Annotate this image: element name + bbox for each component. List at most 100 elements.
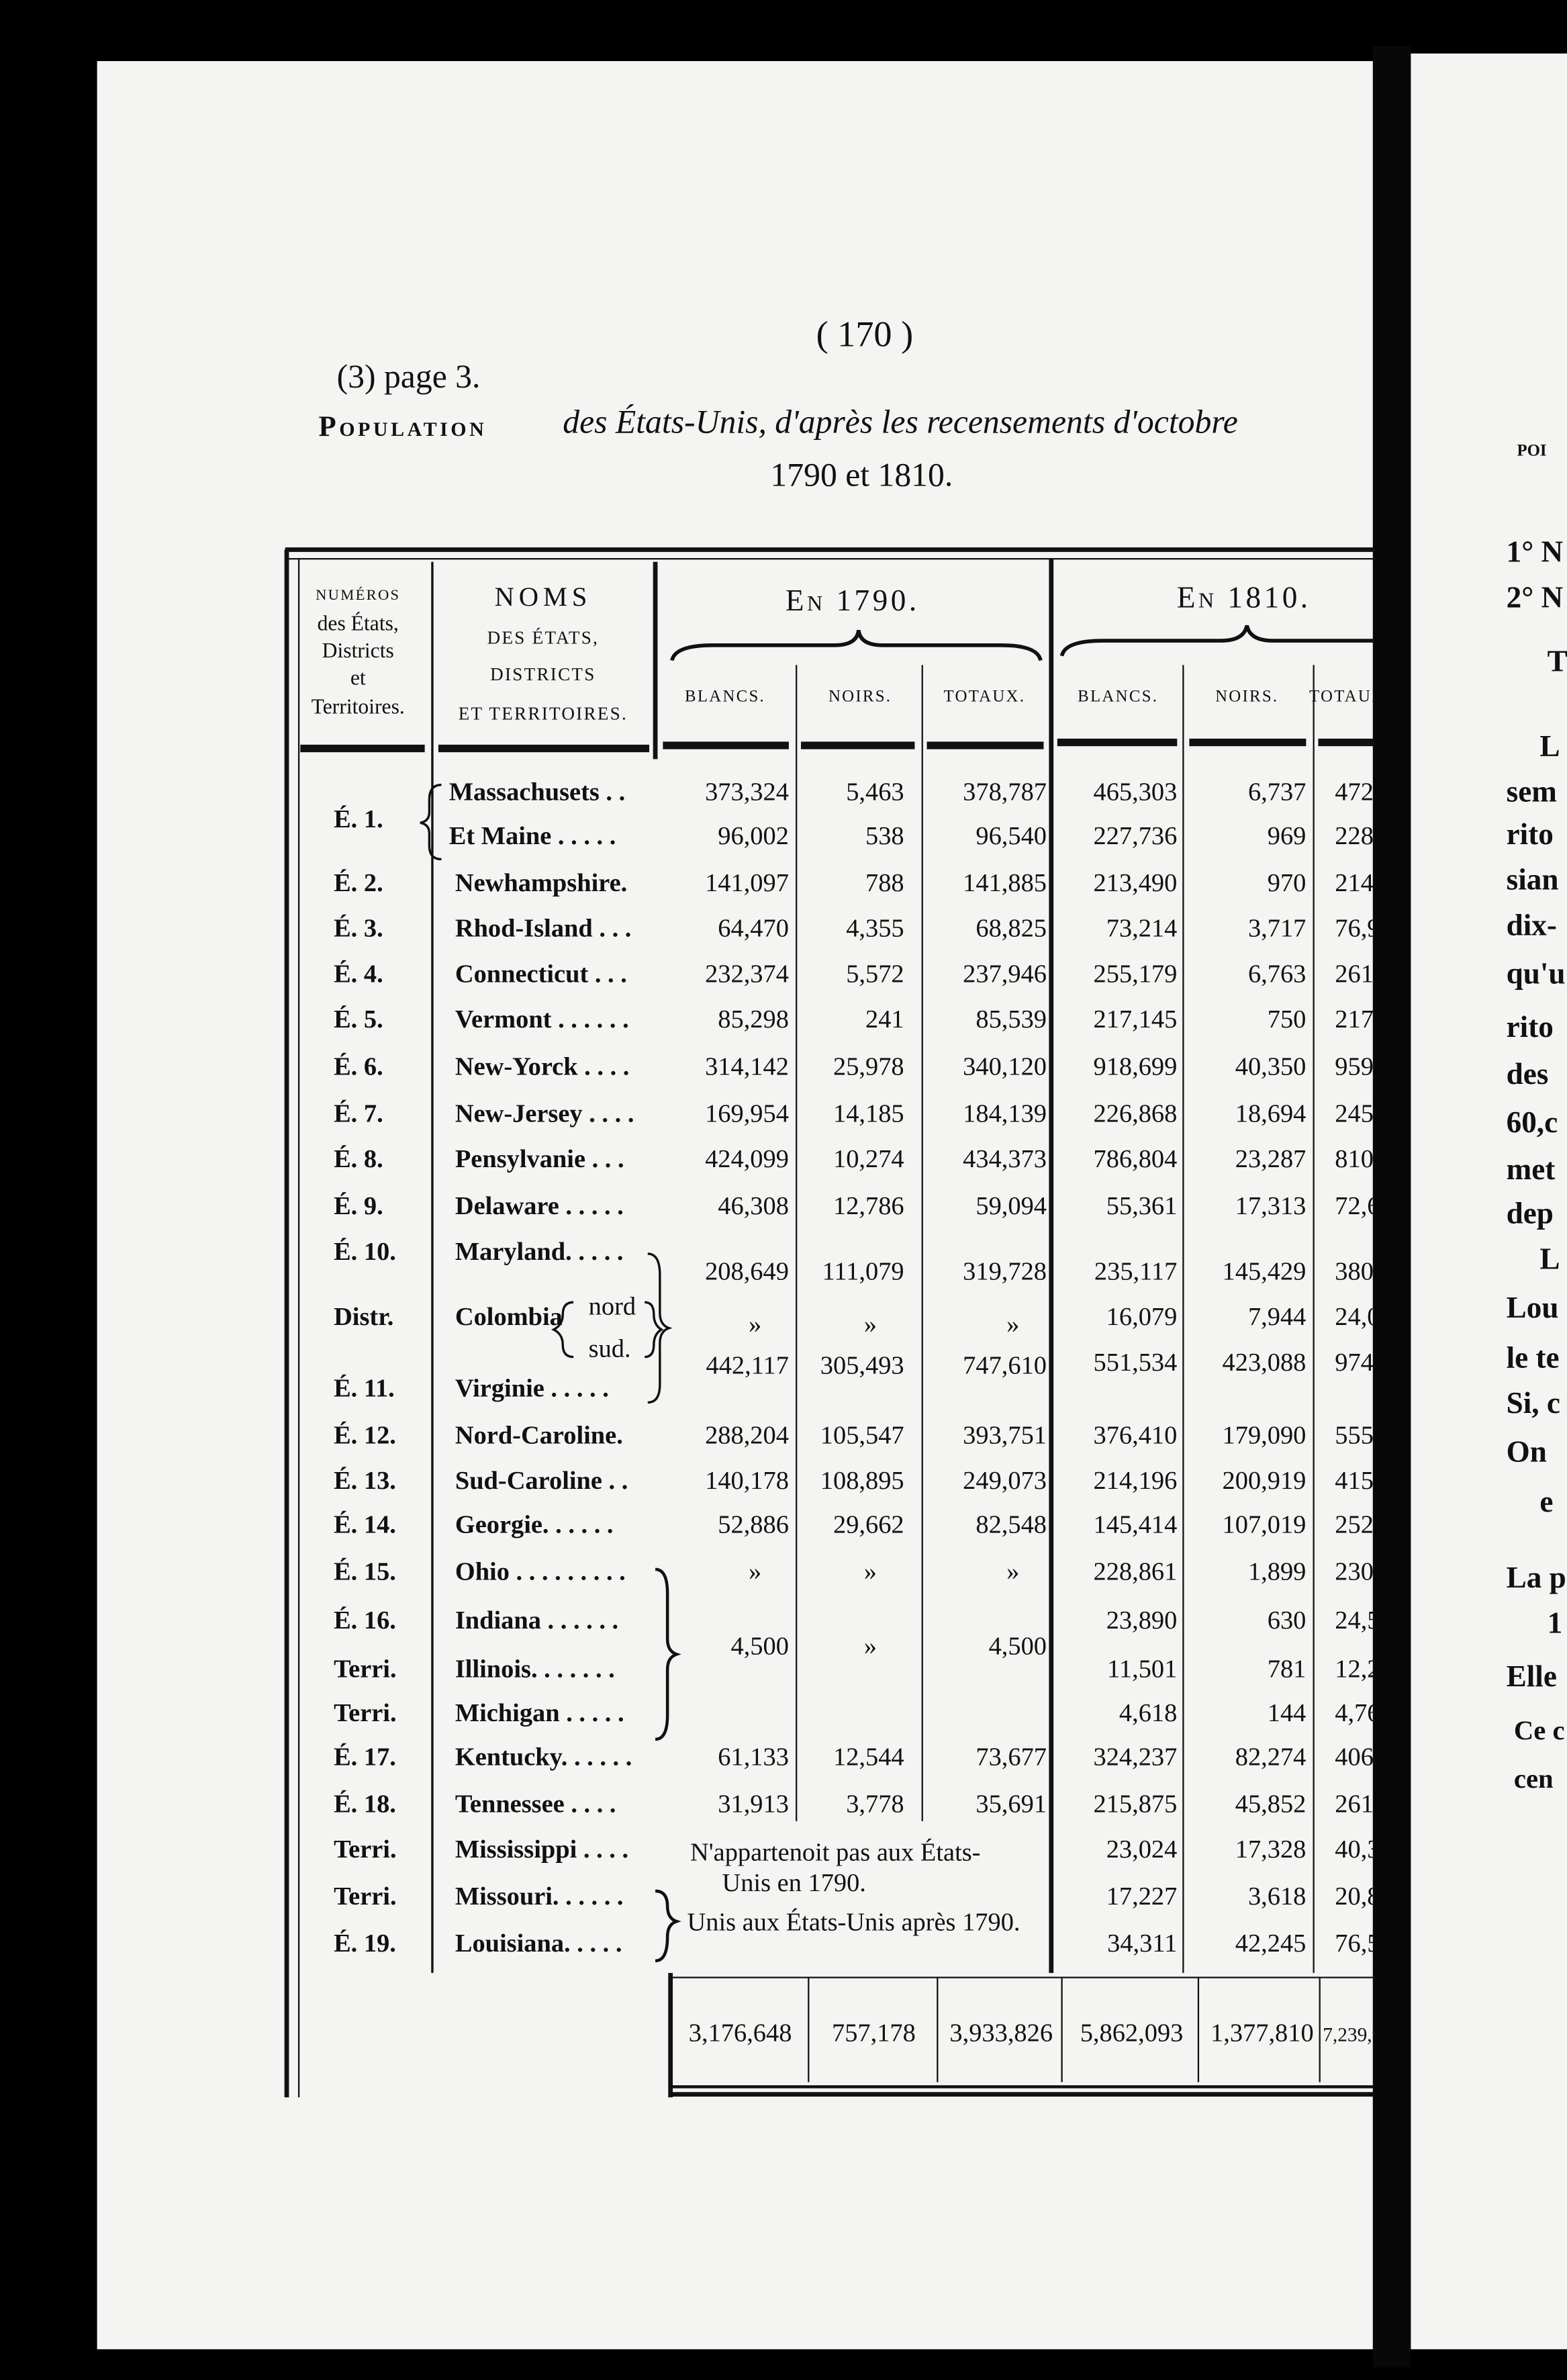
row-number: É. 13. [334,1467,396,1495]
cell-value: 415,115 [1335,1467,1417,1495]
header-column: TOTAUX. [1309,687,1391,705]
title-line2: 1790 et 1810. [770,457,953,494]
cell-value: 12,282 [1335,1655,1406,1683]
cell-value: 3,717 [1248,915,1306,943]
cell-value: 34,311 [1107,1929,1177,1958]
cell-value: 376,410 [1093,1421,1177,1449]
cell-value: 3,618 [1248,1882,1306,1911]
cell-value: 551,534 [1093,1348,1177,1377]
cell-value: 4,618 [1119,1699,1177,1727]
cell-value: 373,324 [705,778,789,806]
cell-value: 378,787 [963,778,1047,806]
cell-value: 184,139 [963,1099,1047,1128]
row-name: Vermont . . . . . . [455,1005,629,1034]
right-page-fragment: Elle [1507,1659,1557,1693]
cell-value: 255,179 [1093,960,1177,988]
cell-value: 40,352 [1335,1835,1406,1864]
header-group: En 1790. [786,584,920,617]
row-name: Georgie. . . . . . [455,1511,614,1539]
row-number: É. 5. [334,1005,383,1034]
right-page-fragment: met [1507,1152,1556,1186]
row-number: É. 9. [334,1192,383,1220]
row-name: Sud-Caroline . . [455,1467,628,1495]
header-column: NOIRS. [1215,687,1278,705]
cell-value: 465,303 [1093,778,1177,806]
cell-value: 52,886 [718,1511,789,1539]
cell-value: 781 [1268,1655,1307,1683]
right-page-fragment: sem [1507,775,1557,809]
cell-value: 555,500 [1335,1421,1419,1449]
row-name: Nord-Caroline. [455,1421,623,1449]
cell-value: 85,539 [976,1005,1047,1034]
header-numbers: et [350,666,366,690]
right-page-fragment: POI [1517,441,1546,459]
header-group: En 1810. [1177,580,1311,614]
cell-value: 305,493 [820,1351,904,1379]
cell-value: 380,546 [1335,1257,1419,1285]
cell-value: 111,079 [822,1257,904,1285]
row-number: É. 4. [334,960,383,988]
row-name: Rhod-Island . . . [455,915,632,943]
cell-value: 107,019 [1223,1511,1307,1539]
cell-value: 17,227 [1106,1882,1178,1911]
row-name: Kentucky. . . . . . [455,1743,632,1771]
cell-value: 249,073 [963,1467,1047,1495]
cell-value: 29,662 [833,1511,904,1539]
row-number: É. 7. [334,1099,383,1128]
right-page [1411,53,1567,2350]
cell-value: 35,691 [976,1790,1047,1818]
cell-value: 434,373 [963,1145,1047,1173]
cell-value: 76,931 [1335,915,1406,943]
gutter [1372,46,1411,2368]
right-page-fragment: 60,c [1507,1105,1558,1139]
row-number: É. 2. [334,869,383,897]
cell-value: 319,728 [963,1257,1047,1285]
cell-value: 324,237 [1093,1743,1177,1771]
right-page-fragment: cen [1514,1764,1554,1794]
row-number: É. 15. [334,1558,396,1586]
row-part: nord [589,1292,636,1320]
cell-value: 24,520 [1335,1606,1406,1635]
header-names: DES ÉTATS, [487,628,600,648]
cell-value: 472,040 [1335,778,1419,806]
cell-value: 974,622 [1335,1348,1419,1377]
cell-value: 23,024 [1106,1835,1178,1864]
cell-value: 11,501 [1107,1655,1177,1683]
cell-value: 5,572 [846,960,904,988]
cell-value: 105,547 [820,1421,904,1449]
right-page-fragment: dep [1507,1197,1554,1230]
right-page-fragment: Lou [1507,1291,1559,1324]
cell-value: 314,142 [705,1052,789,1081]
cell-value: 217,895 [1335,1005,1419,1034]
right-page-fragment: e [1539,1485,1553,1518]
cell-value: 261,942 [1335,960,1419,988]
right-page-fragment: On [1507,1434,1547,1468]
cell-value: 64,470 [718,915,789,943]
row-name: New-Yorck . . . . [455,1052,630,1081]
page-number: ( 170 ) [816,314,914,355]
cell-value: 241 [865,1005,904,1034]
row-number: É. 8. [334,1145,383,1173]
cell-value: 23,890 [1106,1606,1178,1635]
cell-value: 750 [1268,1005,1307,1034]
row-name: Connecticut . . . [455,960,627,988]
row-part: sud. [589,1335,631,1363]
right-page-fragment: rito [1507,1010,1554,1044]
left-content: ( 170 ) (3) page 3. Population des États… [284,314,1419,2098]
cell-value: 169,954 [705,1099,789,1128]
cell-value: 810,091 [1335,1145,1419,1173]
cell-value: 10,274 [833,1145,904,1173]
right-page-fragment: T [1548,644,1567,678]
cell-value: 141,885 [963,869,1047,897]
row-name: Louisiana. . . . . [455,1929,622,1958]
cell-value: 108,895 [820,1467,904,1495]
cell-value: 959,049 [1335,1052,1419,1081]
right-page-fragment: le te [1507,1340,1560,1374]
cell-value: 200,919 [1223,1467,1307,1495]
header-column: BLANCS. [1078,687,1158,705]
cell-value: 72,674 [1335,1192,1406,1220]
row-name: Virginie . . . . . [455,1374,609,1402]
row-number: É. 12. [334,1421,396,1449]
row-name: Colombia [455,1303,563,1331]
cell-value: » [1006,1558,1019,1586]
